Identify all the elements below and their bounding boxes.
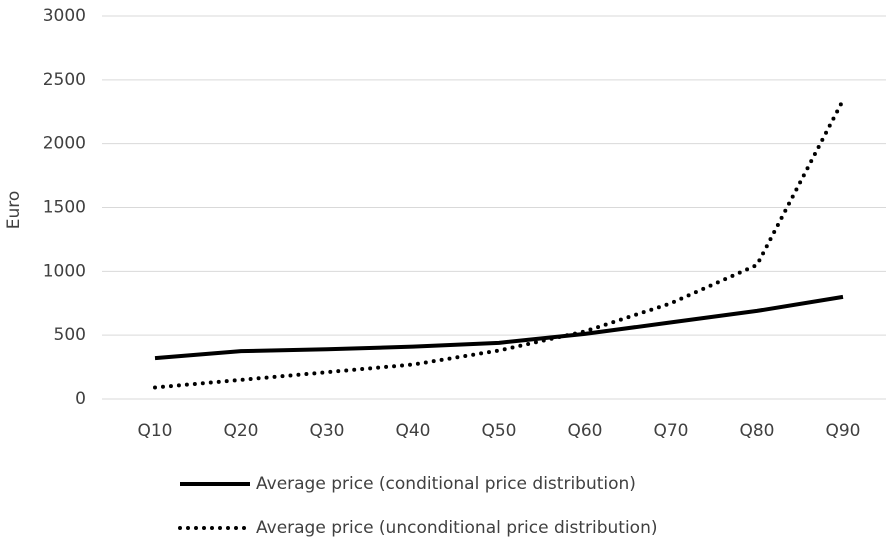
y-tick-label: 3000 [43,6,86,26]
legend-label: Average price (conditional price distrib… [256,474,636,494]
y-tick-label: 500 [54,325,86,345]
x-tick-label: Q70 [653,421,688,441]
legend-label: Average price (unconditional price distr… [256,518,657,538]
line-series [154,294,844,361]
y-tick-label: 1500 [43,198,86,218]
y-tick-label: 2000 [43,134,86,154]
x-tick-label: Q90 [825,421,860,441]
x-tick-label: Q50 [481,421,516,441]
y-axis-label: Euro [4,191,24,230]
x-tick-label: Q80 [739,421,774,441]
x-tick-label: Q10 [137,421,172,441]
y-tick-label: 2500 [43,70,86,90]
x-tick-label: Q20 [223,421,258,441]
x-tick-label: Q60 [567,421,602,441]
y-tick-label: 1000 [43,261,86,281]
y-tick-label: 0 [75,389,86,409]
x-tick-label: Q30 [309,421,344,441]
x-tick-label: Q40 [395,421,430,441]
